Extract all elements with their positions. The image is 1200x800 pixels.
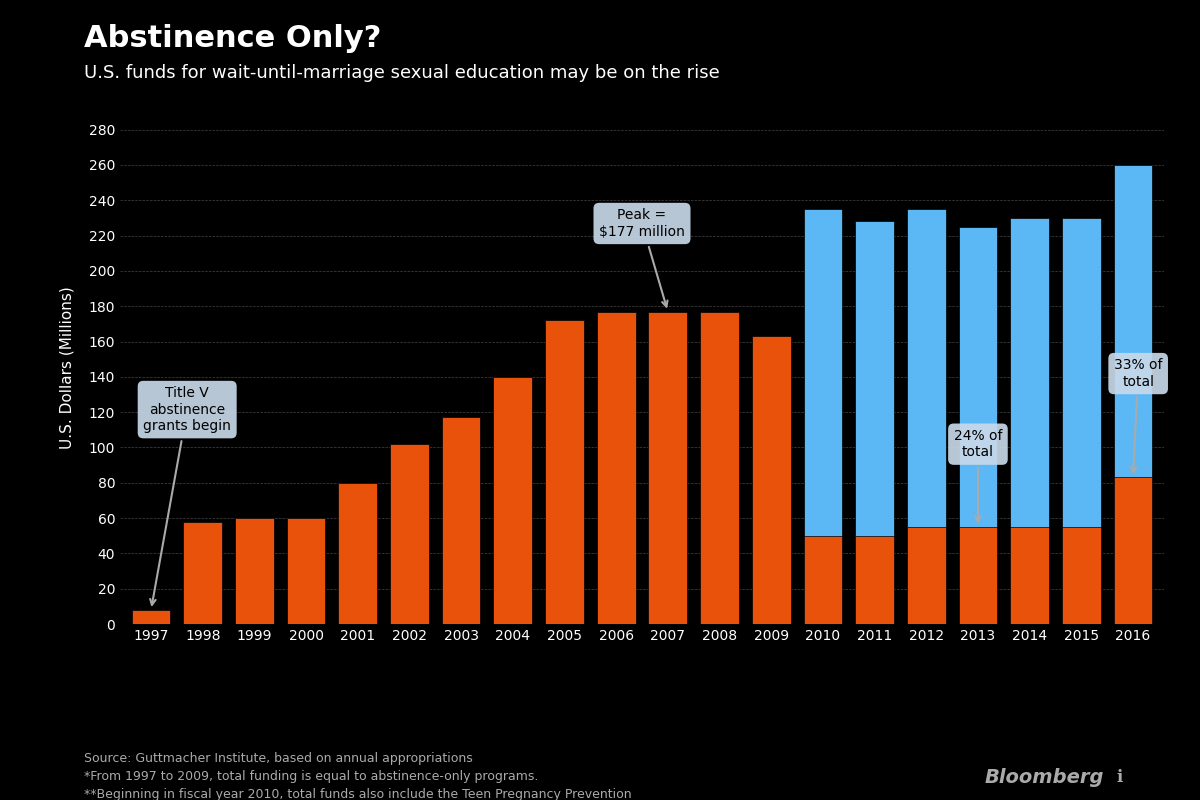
- Bar: [545, 320, 584, 624]
- Bar: [1010, 527, 1049, 624]
- Bar: [752, 336, 791, 624]
- Text: U.S. funds for wait-until-marriage sexual education may be on the rise: U.S. funds for wait-until-marriage sexua…: [84, 64, 720, 82]
- Bar: [959, 527, 997, 624]
- Text: ℹ: ℹ: [1116, 768, 1122, 786]
- Bar: [338, 482, 377, 624]
- Bar: [856, 222, 894, 624]
- Bar: [700, 311, 739, 624]
- Bar: [390, 444, 428, 624]
- Bar: [1114, 478, 1152, 624]
- Bar: [959, 226, 997, 624]
- Bar: [287, 518, 325, 624]
- Bar: [596, 311, 636, 624]
- Bar: [132, 610, 170, 624]
- Bar: [442, 418, 480, 624]
- Bar: [1010, 218, 1049, 624]
- Bar: [907, 527, 946, 624]
- Bar: [856, 536, 894, 624]
- Bar: [1062, 218, 1100, 624]
- Bar: [184, 522, 222, 624]
- Text: Abstinence Only?: Abstinence Only?: [84, 24, 382, 53]
- Bar: [648, 311, 688, 624]
- Bar: [804, 536, 842, 624]
- Bar: [907, 209, 946, 624]
- Bar: [1062, 527, 1100, 624]
- Text: Peak =
$177 million: Peak = $177 million: [599, 208, 685, 306]
- Text: Title V
abstinence
grants begin: Title V abstinence grants begin: [143, 386, 232, 605]
- Bar: [1114, 165, 1152, 624]
- Text: 24% of
total: 24% of total: [954, 429, 1002, 522]
- Bar: [493, 377, 532, 624]
- Text: 33% of
total: 33% of total: [1114, 358, 1163, 472]
- Text: Source: Guttmacher Institute, based on annual appropriations
*From 1997 to 2009,: Source: Guttmacher Institute, based on a…: [84, 752, 631, 800]
- Bar: [804, 209, 842, 624]
- Text: Bloomberg: Bloomberg: [984, 768, 1104, 787]
- Y-axis label: U.S. Dollars (Millions): U.S. Dollars (Millions): [60, 286, 74, 450]
- Bar: [235, 518, 274, 624]
